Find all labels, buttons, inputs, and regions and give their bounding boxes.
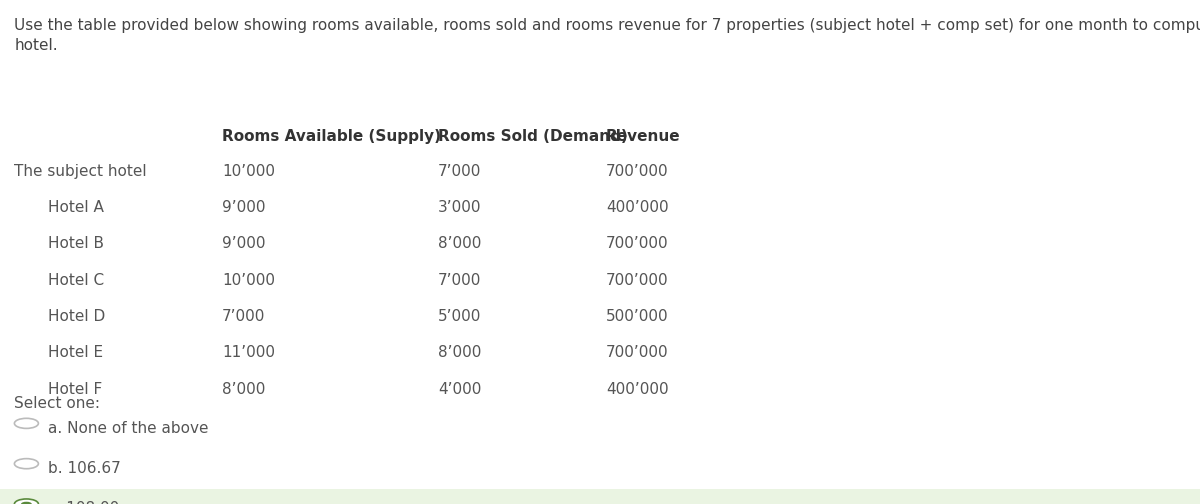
Text: 500’000: 500’000: [606, 309, 668, 324]
Text: 11’000: 11’000: [222, 345, 275, 360]
Text: Use the table provided below showing rooms available, rooms sold and rooms reven: Use the table provided below showing roo…: [14, 18, 1200, 33]
Text: 7’000: 7’000: [438, 164, 481, 179]
Text: Hotel D: Hotel D: [48, 309, 106, 324]
Text: Rooms Available (Supply): Rooms Available (Supply): [222, 129, 442, 144]
Text: b. 106.67: b. 106.67: [48, 461, 121, 476]
Text: Revenue: Revenue: [606, 129, 680, 144]
Text: 700’000: 700’000: [606, 164, 668, 179]
Text: 10’000: 10’000: [222, 164, 275, 179]
Text: Hotel F: Hotel F: [48, 382, 102, 397]
Text: Select one:: Select one:: [14, 396, 101, 411]
Text: Hotel B: Hotel B: [48, 236, 104, 251]
Circle shape: [14, 418, 38, 428]
Text: 8’000: 8’000: [438, 236, 481, 251]
Text: The subject hotel: The subject hotel: [14, 164, 148, 179]
Text: 4’000: 4’000: [438, 382, 481, 397]
Text: 8’000: 8’000: [438, 345, 481, 360]
Text: 7’000: 7’000: [222, 309, 265, 324]
Text: 7’000: 7’000: [438, 273, 481, 288]
Text: 700’000: 700’000: [606, 273, 668, 288]
Text: a. None of the above: a. None of the above: [48, 421, 209, 436]
Text: 400’000: 400’000: [606, 200, 668, 215]
Text: Hotel A: Hotel A: [48, 200, 104, 215]
Circle shape: [22, 501, 31, 504]
Text: 10’000: 10’000: [222, 273, 275, 288]
Circle shape: [14, 459, 38, 469]
FancyBboxPatch shape: [0, 489, 1200, 504]
Text: Hotel E: Hotel E: [48, 345, 103, 360]
Circle shape: [14, 499, 38, 504]
Text: 5’000: 5’000: [438, 309, 481, 324]
Text: 9’000: 9’000: [222, 200, 265, 215]
Text: 400’000: 400’000: [606, 382, 668, 397]
Text: Rooms Sold (Demand): Rooms Sold (Demand): [438, 129, 628, 144]
Text: 8’000: 8’000: [222, 382, 265, 397]
Text: c. 108.00: c. 108.00: [48, 501, 119, 504]
Text: 700’000: 700’000: [606, 236, 668, 251]
Text: 700’000: 700’000: [606, 345, 668, 360]
Text: ✓: ✓: [130, 501, 144, 504]
Text: Hotel C: Hotel C: [48, 273, 104, 288]
Text: hotel.: hotel.: [14, 38, 58, 53]
Text: 9’000: 9’000: [222, 236, 265, 251]
Text: 3’000: 3’000: [438, 200, 481, 215]
